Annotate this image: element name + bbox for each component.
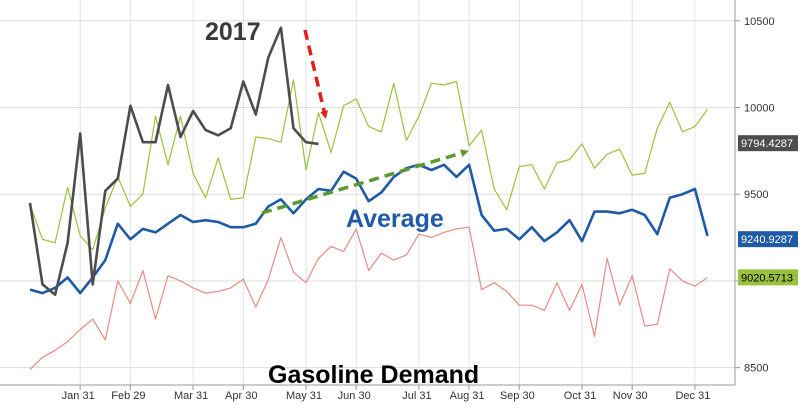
- red-down-arrow: [303, 29, 328, 119]
- x-tick-label: Jul 31: [402, 390, 431, 402]
- y-tick-label: 8500: [744, 363, 768, 375]
- x-axis-ticks: Jan 31 Feb 29 Mar 31 Apr 30 May 31 Jun 30 Jul …: [62, 385, 710, 402]
- series-line-2: [29, 79, 708, 251]
- end-tag-value: 9020.5713: [741, 272, 793, 284]
- end-tag-bg: [738, 135, 798, 152]
- y-tick-label: 10500: [744, 16, 775, 28]
- grid-lines: [0, 0, 735, 385]
- x-tick-label: Sep 30: [500, 390, 535, 402]
- label-2017: 2017: [205, 18, 261, 46]
- chart-title: Gasoline Demand: [268, 361, 479, 389]
- x-tick-label: Oct 31: [564, 390, 596, 402]
- y-tick-label: 10000: [744, 103, 775, 115]
- x-tick-label: May 31: [286, 390, 322, 402]
- x-tick-label: Nov 30: [613, 390, 648, 402]
- end-tag-value: 9240.9287: [741, 234, 793, 246]
- y-axis-ticks: 1050010000950090008500: [735, 16, 775, 375]
- x-tick-label: Jan 31: [62, 390, 95, 402]
- series-line-0: [28, 26, 319, 297]
- end-tag-value: 9794.4287: [741, 138, 793, 150]
- series-layer: [28, 26, 709, 370]
- x-tick-label: Dec 31: [675, 390, 710, 402]
- x-tick-label: Apr 30: [225, 390, 257, 402]
- series-end-tags: 9794.4287 9240.9287 9020.5713: [738, 135, 798, 286]
- x-tick-label: Jun 30: [338, 390, 371, 402]
- label-average: Average: [346, 205, 444, 233]
- series-line-3: [29, 226, 708, 370]
- x-tick-label: Mar 31: [174, 390, 208, 402]
- green-up-arrow: [261, 149, 469, 215]
- y-tick-label: 9500: [744, 189, 768, 201]
- series-line-1: [29, 163, 709, 295]
- x-tick-label: Feb 29: [111, 390, 145, 402]
- x-tick-label: Aug 31: [450, 390, 485, 402]
- end-tag-bg: [738, 269, 798, 286]
- end-tag-bg: [738, 231, 798, 248]
